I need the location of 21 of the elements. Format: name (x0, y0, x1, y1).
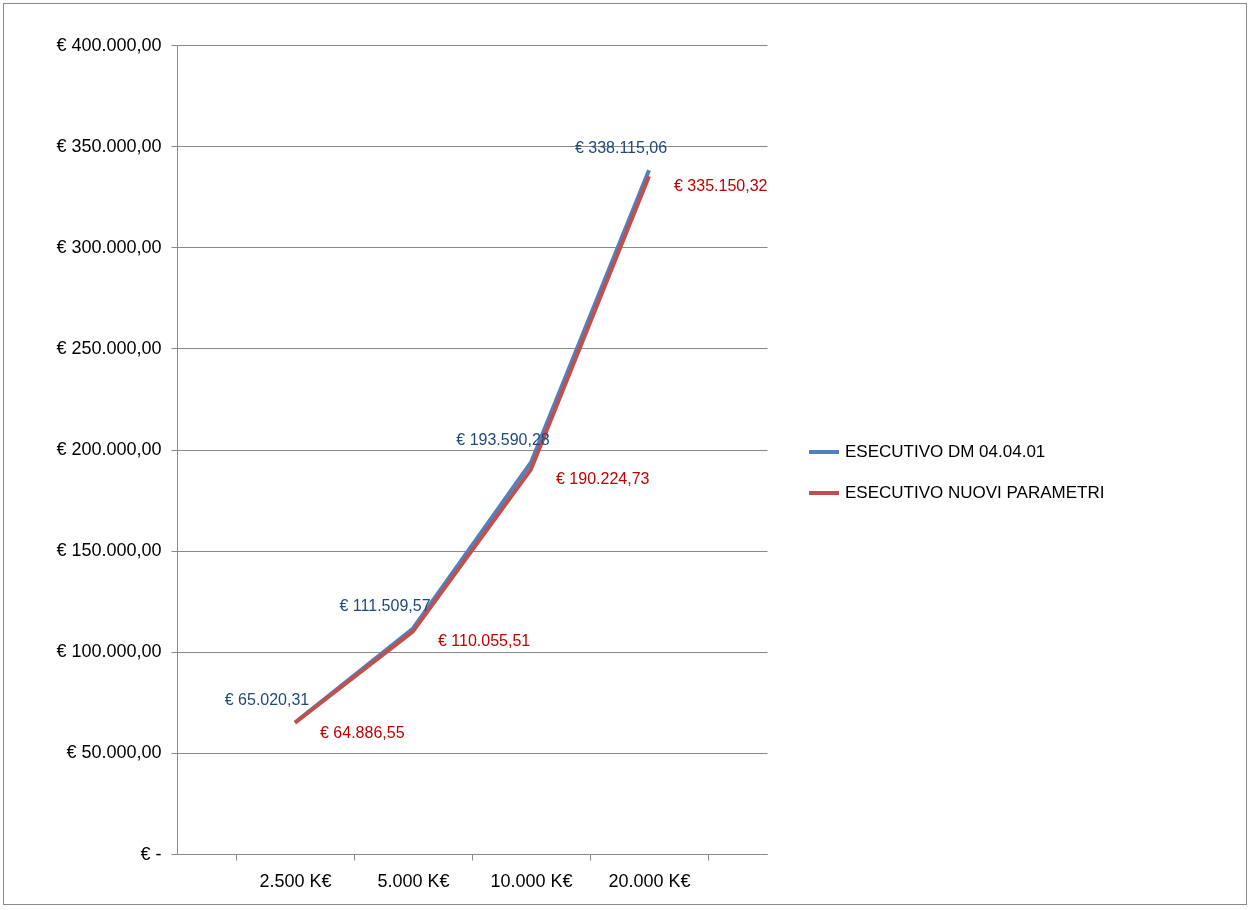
legend-label: ESECUTIVO NUOVI PARAMETRI (845, 483, 1105, 502)
y-tick-label: € 350.000,00 (56, 135, 162, 156)
data-label: € 335.150,32 (674, 177, 768, 195)
x-tick-label: 10.000 K€ (490, 870, 573, 891)
x-tick-label: 2.500 K€ (259, 870, 332, 891)
y-tick-label: € 150.000,00 (56, 540, 162, 561)
data-label: € 65.020,31 (224, 691, 310, 709)
y-tick-label: € 300.000,00 (56, 236, 162, 257)
legend-label: ESECUTIVO DM 04.04.01 (845, 442, 1046, 461)
y-tick-label: € - (140, 843, 162, 864)
data-label: € 338.115,06 (574, 139, 668, 157)
y-tick-label: € 200.000,00 (56, 439, 162, 459)
y-tick-label: € 400.000,00 (56, 34, 162, 55)
x-tick-label: 5.000 K€ (377, 870, 450, 891)
data-label: € 110.055,51 (438, 632, 531, 650)
data-label: € 190.224,73 (556, 470, 650, 488)
y-tick-label: € 250.000,00 (56, 337, 162, 358)
y-tick-label: € 50.000,00 (66, 742, 162, 763)
y-tick-label: € 100.000,00 (56, 641, 162, 662)
x-tick-label: 20.000 K€ (608, 870, 691, 891)
data-label: € 64.886,55 (320, 723, 405, 741)
